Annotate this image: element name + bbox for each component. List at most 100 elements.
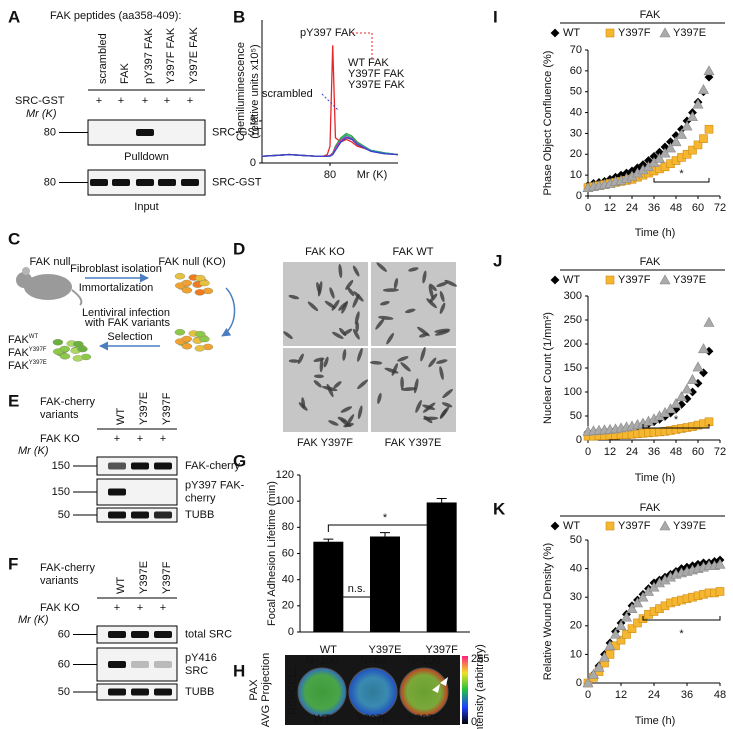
mw-marker: 150: [52, 486, 70, 498]
y-tick-label: 30: [570, 127, 582, 139]
annotation: n.s.: [348, 583, 366, 595]
cell: [301, 397, 306, 409]
cell: [417, 326, 430, 337]
cell: [357, 379, 369, 390]
row-mark: +: [137, 602, 143, 614]
x-tick-label: 60: [692, 446, 704, 458]
y-tick-label: 20: [570, 148, 582, 160]
cell: [345, 279, 354, 290]
header: FAK-cherry: [40, 562, 96, 574]
x-axis-label: Time (h): [635, 472, 676, 484]
count-label: N=83: [360, 655, 387, 667]
bracket: [642, 424, 710, 429]
legend-label: Y397E: [673, 274, 706, 286]
error-bar: [436, 498, 447, 503]
marker: [686, 373, 699, 384]
cell: [199, 279, 210, 287]
x-tick-label: 72: [714, 446, 726, 458]
bar: [426, 502, 457, 632]
x-tick-label: 0: [585, 202, 591, 214]
step-label: Selection: [107, 331, 152, 343]
y-tick-label: 5: [250, 115, 256, 127]
legend-marker: [605, 521, 615, 531]
y-tick-label: 0: [288, 626, 294, 638]
callout: [352, 32, 373, 60]
cell: [413, 378, 419, 394]
cell: [343, 328, 353, 336]
cell: [347, 287, 355, 297]
x-tick-label: 24: [626, 202, 638, 214]
x-tick-label: 36: [681, 689, 693, 701]
variant-label: FAKWT: [8, 334, 38, 346]
marker: [598, 651, 611, 662]
row-mark: +: [137, 433, 143, 445]
marker: [616, 635, 626, 645]
legend-label: Y397E: [673, 27, 706, 39]
cell: [380, 301, 390, 306]
y-tick-label: 40: [570, 106, 582, 118]
panel-letter: C: [8, 229, 20, 248]
band: [112, 179, 130, 186]
y-tick-label: 50: [570, 534, 582, 546]
cell: [377, 392, 382, 404]
cell: [442, 388, 453, 399]
row-mark: +: [114, 433, 120, 445]
mouse: [71, 289, 83, 306]
blot-label: cherry: [185, 492, 216, 504]
y-tick-label: 0: [576, 677, 582, 689]
y-tick-label: 100: [564, 386, 582, 398]
legend-marker: [605, 28, 615, 38]
y-tick-label: 10: [570, 648, 582, 660]
marker: [620, 611, 633, 622]
row-mark: +: [160, 602, 166, 614]
cell: [174, 273, 186, 280]
legend-marker: [659, 27, 671, 38]
row-label: SRC-GST: [15, 95, 65, 107]
y-axis-label: Nuclear Count (1/mm²): [542, 312, 554, 424]
panel-letter: F: [8, 554, 18, 573]
mw-marker: 150: [52, 460, 70, 472]
series-label: Y397E FAK: [348, 79, 406, 91]
chart-title: FAK: [640, 502, 661, 514]
bracket: [653, 178, 710, 183]
error-bar: [323, 538, 334, 542]
y-axis-label: Relative Wound Density (%): [542, 543, 554, 680]
arrow: [221, 287, 236, 337]
marker: [714, 558, 726, 569]
marker: [693, 140, 703, 150]
dish: [399, 667, 449, 717]
x-tick-label: 36: [648, 446, 660, 458]
x-tick-label: 12: [604, 446, 616, 458]
image-caption: FAK KO: [305, 246, 345, 258]
x-tick-label: 24: [648, 689, 660, 701]
marker: [587, 668, 600, 679]
cell: [307, 301, 319, 312]
image-caption: FAK Y397F: [297, 437, 353, 449]
series-line: [261, 137, 399, 157]
cell: [420, 347, 426, 362]
cell: [405, 308, 416, 314]
bracket: [327, 524, 443, 532]
cell: [369, 360, 383, 365]
cell: [337, 416, 348, 423]
variant-label: FAKY397E: [8, 360, 47, 372]
cell: [341, 300, 348, 314]
step-label: FAK null (KO): [158, 256, 225, 268]
cell: [376, 262, 387, 272]
x-tick-label: 12: [604, 202, 616, 214]
legend-label: Y397E: [673, 520, 706, 532]
cell: [283, 331, 293, 340]
panel-letter: J: [493, 251, 502, 270]
cell: [199, 335, 210, 343]
cell: [288, 359, 300, 363]
x-tick-label: 12: [615, 689, 627, 701]
variant-label: FAKY397F: [8, 347, 47, 359]
panel-letter: I: [493, 7, 498, 26]
cell: [316, 282, 321, 294]
mw-marker: 80: [44, 126, 56, 138]
chart-title: FAK: [640, 256, 661, 268]
cell: [423, 415, 433, 424]
legend-marker: [550, 28, 560, 38]
band: [90, 179, 108, 186]
